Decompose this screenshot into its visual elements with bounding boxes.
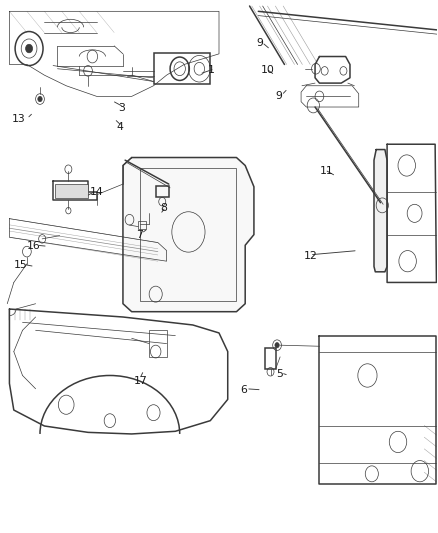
Text: 5: 5 bbox=[276, 369, 283, 379]
Text: 12: 12 bbox=[304, 251, 318, 261]
Bar bbox=[141, 168, 237, 301]
Polygon shape bbox=[123, 158, 254, 312]
Text: 16: 16 bbox=[27, 241, 41, 251]
Text: 11: 11 bbox=[319, 166, 333, 176]
Bar bbox=[55, 183, 88, 198]
Circle shape bbox=[275, 343, 279, 348]
Text: 9: 9 bbox=[276, 91, 283, 101]
Text: 9: 9 bbox=[256, 38, 263, 48]
Text: 3: 3 bbox=[119, 103, 125, 113]
Text: 1: 1 bbox=[208, 65, 215, 75]
Text: 14: 14 bbox=[90, 187, 104, 197]
Text: 10: 10 bbox=[261, 65, 274, 75]
Text: 8: 8 bbox=[160, 203, 167, 213]
Bar bbox=[155, 185, 169, 197]
Bar bbox=[149, 330, 166, 357]
Polygon shape bbox=[374, 150, 387, 272]
Bar bbox=[138, 221, 146, 229]
Text: 4: 4 bbox=[117, 122, 123, 132]
Text: 13: 13 bbox=[12, 114, 25, 124]
Circle shape bbox=[25, 44, 32, 53]
Circle shape bbox=[38, 96, 42, 102]
Text: 17: 17 bbox=[134, 376, 148, 386]
Bar bbox=[265, 349, 276, 368]
Bar bbox=[153, 53, 210, 84]
Text: 15: 15 bbox=[14, 261, 28, 270]
Text: 6: 6 bbox=[240, 385, 247, 395]
Text: 7: 7 bbox=[136, 230, 143, 240]
